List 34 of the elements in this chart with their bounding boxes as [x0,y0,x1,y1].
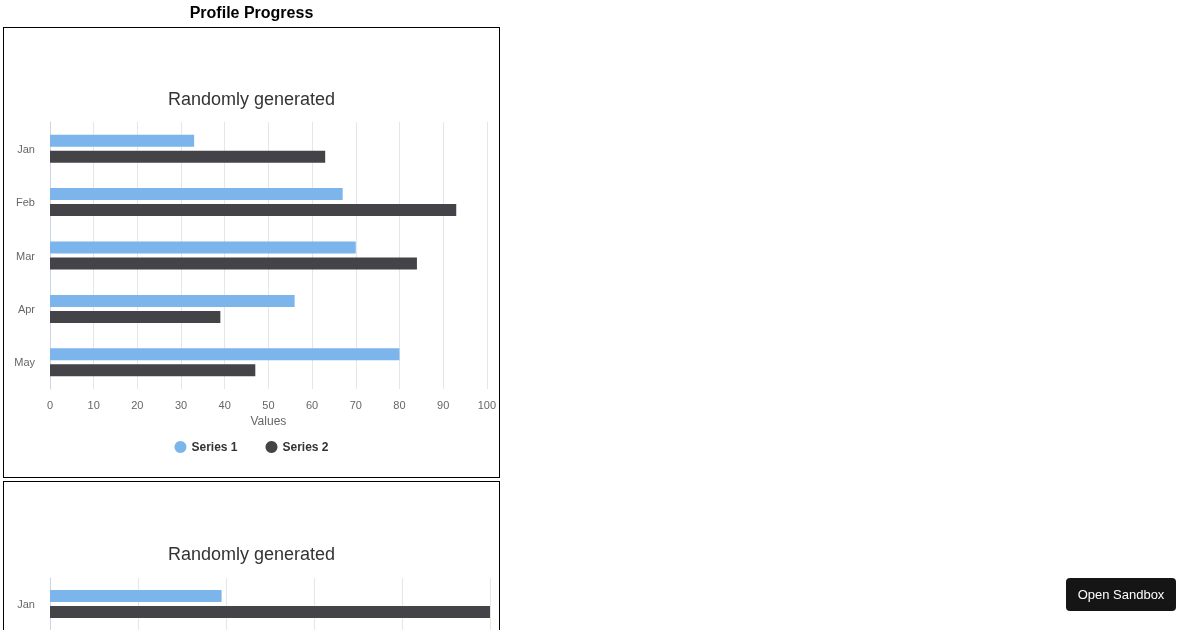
legend-label: Series 2 [282,440,329,454]
y-tick-label: Jan [17,142,35,155]
x-tick-label: 60 [305,398,319,411]
x-tick-label: 90 [437,398,450,411]
bar [50,204,457,217]
bar [50,134,195,147]
bar [50,294,295,307]
x-axis-title: Values [250,414,287,428]
x-tick-label: 30 [174,398,188,411]
bar [50,310,221,323]
y-tick-label: Jan [17,598,35,610]
bar [50,241,356,254]
chart-title: Randomly generated [167,544,336,564]
y-tick-label: Apr [17,302,36,315]
bar [50,257,417,270]
x-tick-label: 70 [349,398,362,411]
y-tick-label: Feb [16,196,35,209]
button[interactable]: Open Sandbox [1066,578,1176,611]
x-tick-label: 50 [262,398,275,411]
bar [50,150,326,163]
y-tick-label: May [14,356,36,369]
y-tick-label: Mar [16,249,36,262]
x-tick-label: 100 [477,398,496,411]
x-tick-label: 20 [131,398,144,411]
chart-title: Randomly generated [167,89,336,109]
x-tick-label: 80 [393,398,406,411]
text: Profile Progress [188,3,315,22]
bar [50,364,256,377]
x-tick-label: 10 [87,398,100,411]
bar [50,188,343,201]
x-tick-label: 0 [46,398,54,411]
x-tick-label: 40 [218,398,231,411]
bar [50,348,400,361]
legend-label: Series 1 [191,440,238,454]
